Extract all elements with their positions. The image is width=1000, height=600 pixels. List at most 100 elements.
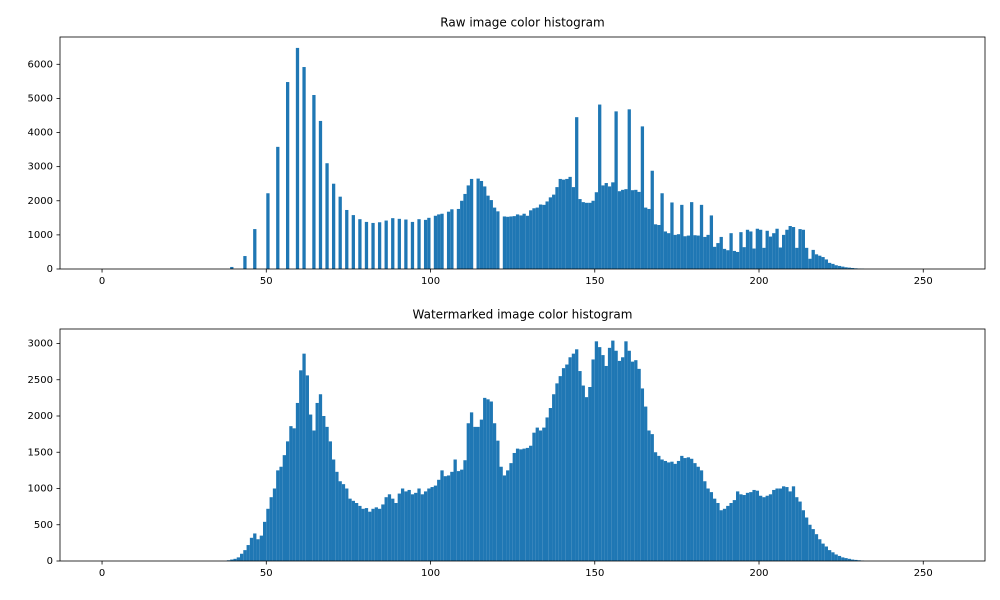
bar <box>683 236 687 269</box>
bar <box>745 229 750 269</box>
bar <box>331 459 336 561</box>
bar <box>456 208 461 269</box>
bar <box>804 517 809 561</box>
bar <box>824 259 828 269</box>
bar <box>469 178 474 269</box>
bar <box>716 503 720 561</box>
bar <box>427 488 431 561</box>
bar <box>404 491 408 561</box>
x-tick-label: 250 <box>914 276 933 287</box>
bar <box>502 475 507 561</box>
bar <box>621 189 625 269</box>
bar <box>768 236 773 269</box>
bar <box>282 455 286 561</box>
bar <box>683 458 687 561</box>
bar <box>581 385 585 561</box>
bar <box>548 408 553 561</box>
bar <box>410 221 415 269</box>
x-tick-label: 0 <box>99 276 105 287</box>
y-tick-label: 1500 <box>28 447 53 458</box>
bar <box>279 466 283 561</box>
bar <box>594 192 599 269</box>
bar <box>387 494 392 561</box>
bar <box>295 47 300 269</box>
bar <box>522 448 526 561</box>
bar <box>368 511 372 561</box>
axes-frame <box>59 36 986 270</box>
bar <box>811 249 815 269</box>
bar <box>667 233 671 269</box>
bar <box>479 419 484 561</box>
bar <box>391 218 395 269</box>
bar <box>414 492 418 561</box>
bar <box>798 229 802 269</box>
bar <box>657 224 661 269</box>
bar <box>765 495 769 561</box>
bar <box>391 498 395 561</box>
bar <box>285 82 290 269</box>
y-tick-label: 2000 <box>28 196 53 207</box>
bar <box>331 183 336 269</box>
bar <box>525 447 530 561</box>
bar <box>348 498 352 561</box>
bar <box>446 475 451 561</box>
bar <box>644 207 648 269</box>
bar <box>647 430 651 561</box>
bar <box>627 109 631 270</box>
bar <box>489 401 493 561</box>
bar <box>325 163 329 269</box>
bar <box>522 213 526 269</box>
bar <box>469 412 474 561</box>
bar <box>542 204 546 269</box>
bar <box>571 353 576 561</box>
bar <box>538 430 543 561</box>
bar <box>686 457 691 561</box>
bar <box>512 216 516 269</box>
bar <box>696 235 700 269</box>
bar <box>775 228 779 269</box>
bar <box>736 491 740 561</box>
bar <box>230 266 234 269</box>
bar <box>703 236 707 269</box>
bar <box>473 426 477 561</box>
bar <box>676 460 681 561</box>
bar <box>417 219 421 269</box>
bar <box>253 229 257 269</box>
bar <box>627 350 631 561</box>
bar <box>778 488 782 561</box>
bar <box>762 497 766 561</box>
bar <box>558 178 562 269</box>
bar <box>489 200 493 269</box>
bar <box>729 233 733 269</box>
chart-title: Raw image color histogram <box>440 16 604 30</box>
bar <box>634 189 638 269</box>
bar <box>663 460 668 561</box>
bar <box>509 216 513 269</box>
bar <box>699 470 704 561</box>
bar <box>827 262 832 269</box>
x-tick-label: 200 <box>749 276 768 287</box>
bar <box>443 476 447 561</box>
bar <box>818 255 822 269</box>
bar <box>351 215 355 269</box>
bar <box>814 254 819 269</box>
bar <box>804 247 809 269</box>
bar <box>335 471 339 561</box>
bar <box>532 208 536 269</box>
bar <box>512 452 516 561</box>
bar <box>667 462 671 561</box>
bar <box>358 219 362 269</box>
bar <box>719 510 723 561</box>
bar <box>486 195 490 269</box>
bar <box>486 399 490 561</box>
bar <box>781 486 786 561</box>
bar <box>749 492 753 561</box>
bar <box>555 383 559 561</box>
bar <box>801 229 805 269</box>
bar <box>709 215 714 269</box>
bar <box>476 426 480 561</box>
bar <box>354 503 359 561</box>
bar <box>729 503 733 561</box>
bar <box>496 440 500 561</box>
bar <box>785 487 789 561</box>
